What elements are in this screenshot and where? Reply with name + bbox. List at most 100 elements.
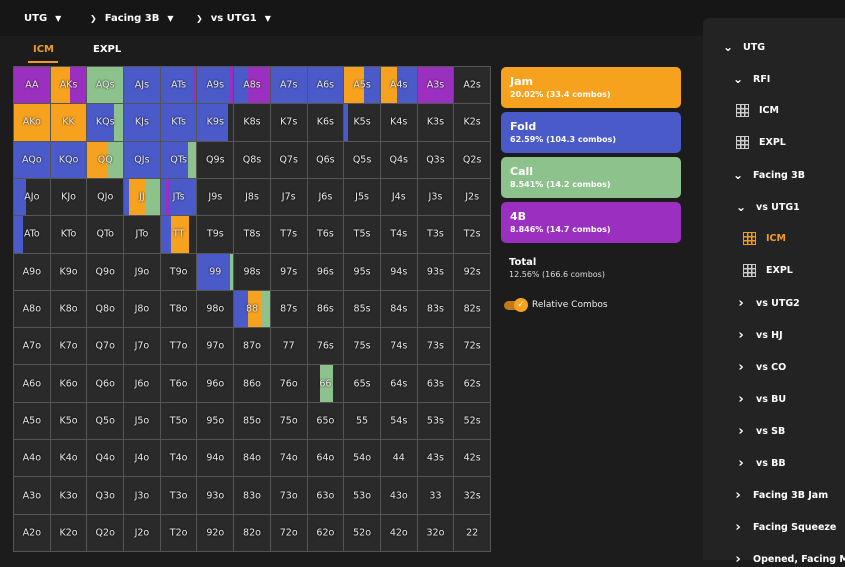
hand-cell-52s[interactable]: 52s [454, 402, 490, 440]
hand-cell-q7s[interactable]: Q7s [270, 141, 307, 178]
hand-cell-t6o[interactable]: T6o [160, 365, 197, 402]
hand-cell-aqo[interactable]: AQo [14, 141, 50, 178]
hand-cell-j7o[interactable]: J7o [124, 328, 160, 365]
hand-cell-k7s[interactable]: K7s [270, 104, 307, 141]
hand-cell-t3o[interactable]: T3o [160, 477, 197, 514]
hand-cell-k4o[interactable]: K4o [50, 440, 87, 477]
hand-cell-95s[interactable]: 95s [344, 253, 380, 290]
breadcrumb-scenario[interactable]: ❯ Facing 3B ▼ [90, 9, 174, 27]
hand-cell-t8o[interactable]: T8o [160, 290, 197, 328]
hand-cell-97s[interactable]: 97s [270, 253, 307, 290]
hand-cell-k7o[interactable]: K7o [50, 328, 87, 365]
hand-cell-k2s[interactable]: K2s [454, 104, 490, 141]
hand-cell-95o[interactable]: 95o [197, 402, 234, 440]
hand-cell-82o[interactable]: 82o [234, 514, 270, 551]
hand-cell-75s[interactable]: 75s [344, 328, 380, 365]
tree-item-vs-bu[interactable]: › vs BU [736, 392, 786, 407]
tree-item-facing-3b-jam[interactable]: › Facing 3B Jam [733, 488, 828, 503]
hand-cell-j9o[interactable]: J9o [124, 253, 160, 290]
hand-cell-j6s[interactable]: J6s [307, 178, 344, 216]
hand-cell-j7s[interactable]: J7s [270, 178, 307, 216]
hand-cell-a9s[interactable]: A9s [197, 67, 234, 104]
hand-cell-j4o[interactable]: J4o [124, 440, 160, 477]
hand-cell-54o[interactable]: 54o [344, 440, 380, 477]
hand-cell-98s[interactable]: 98s [234, 253, 270, 290]
hand-cell-a6o[interactable]: A6o [14, 365, 50, 402]
hand-cell-t5s[interactable]: T5s [344, 216, 380, 253]
hand-cell-73o[interactable]: 73o [270, 477, 307, 514]
hand-cell-k9o[interactable]: K9o [50, 253, 87, 290]
hand-cell-j2s[interactable]: J2s [454, 178, 490, 216]
hand-cell-k4s[interactable]: K4s [380, 104, 417, 141]
tree-item-utg[interactable]: ⌄ UTG [723, 40, 765, 54]
hand-cell-63s[interactable]: 63s [417, 365, 454, 402]
hand-cell-85s[interactable]: 85s [344, 290, 380, 328]
hand-cell-jto[interactable]: JTo [124, 216, 160, 253]
hand-cell-j6o[interactable]: J6o [124, 365, 160, 402]
hand-cell-j4s[interactable]: J4s [380, 178, 417, 216]
hand-cell-kqo[interactable]: KQo [50, 141, 87, 178]
hand-cell-j3o[interactable]: J3o [124, 477, 160, 514]
hand-cell-a5s[interactable]: A5s [344, 67, 380, 104]
hand-cell-k2o[interactable]: K2o [50, 514, 87, 551]
hand-cell-q9o[interactable]: Q9o [87, 253, 124, 290]
hand-cell-jts[interactable]: JTs [160, 178, 197, 216]
hand-cell-q2s[interactable]: Q2s [454, 141, 490, 178]
hand-cell-kqs[interactable]: KQs [87, 104, 124, 141]
hand-cell-t5o[interactable]: T5o [160, 402, 197, 440]
hand-cell-a2s[interactable]: A2s [454, 67, 490, 104]
hand-cell-q5s[interactable]: Q5s [344, 141, 380, 178]
hand-cell-84o[interactable]: 84o [234, 440, 270, 477]
tree-item-expl[interactable]: EXPL [736, 136, 786, 149]
hand-cell-q8s[interactable]: Q8s [234, 141, 270, 178]
hand-cell-62o[interactable]: 62o [307, 514, 344, 551]
hand-cell-q3s[interactable]: Q3s [417, 141, 454, 178]
hand-cell-83s[interactable]: 83s [417, 290, 454, 328]
hand-cell-q8o[interactable]: Q8o [87, 290, 124, 328]
hand-cell-55[interactable]: 55 [344, 402, 380, 440]
hand-cell-44[interactable]: 44 [380, 440, 417, 477]
hand-cell-k8o[interactable]: K8o [50, 290, 87, 328]
hand-cell-32s[interactable]: 32s [454, 477, 490, 514]
hand-cell-j8o[interactable]: J8o [124, 290, 160, 328]
tree-item-vs-utg2[interactable]: › vs UTG2 [736, 296, 799, 311]
hand-cell-a8o[interactable]: A8o [14, 290, 50, 328]
hand-cell-a6s[interactable]: A6s [307, 67, 344, 104]
hand-cell-63o[interactable]: 63o [307, 477, 344, 514]
tree-item-icm[interactable]: ICM [743, 232, 786, 245]
hand-cell-kts[interactable]: KTs [160, 104, 197, 141]
hand-cell-a3s[interactable]: A3s [417, 67, 454, 104]
hand-cell-kjs[interactable]: KJs [124, 104, 160, 141]
hand-cell-87o[interactable]: 87o [234, 328, 270, 365]
hand-cell-83o[interactable]: 83o [234, 477, 270, 514]
tree-item-vs-utg1[interactable]: ⌄ vs UTG1 [736, 200, 800, 214]
hand-cell-22[interactable]: 22 [454, 514, 490, 551]
hand-cell-74s[interactable]: 74s [380, 328, 417, 365]
hand-cell-t3s[interactable]: T3s [417, 216, 454, 253]
hand-cell-65s[interactable]: 65s [344, 365, 380, 402]
hand-cell-qjs[interactable]: QJs [124, 141, 160, 178]
hand-cell-99[interactable]: 99 [197, 253, 234, 290]
tree-item-icm[interactable]: ICM [736, 104, 779, 117]
hand-cell-k3o[interactable]: K3o [50, 477, 87, 514]
hand-cell-ajs[interactable]: AJs [124, 67, 160, 104]
hand-cell-t7s[interactable]: T7s [270, 216, 307, 253]
hand-cell-76s[interactable]: 76s [307, 328, 344, 365]
hand-cell-tt[interactable]: TT [160, 216, 197, 253]
hand-cell-a3o[interactable]: A3o [14, 477, 50, 514]
hand-cell-43o[interactable]: 43o [380, 477, 417, 514]
hand-cell-t4o[interactable]: T4o [160, 440, 197, 477]
hand-cell-kk[interactable]: KK [50, 104, 87, 141]
hand-cell-t7o[interactable]: T7o [160, 328, 197, 365]
hand-cell-q4o[interactable]: Q4o [87, 440, 124, 477]
hand-cell-97o[interactable]: 97o [197, 328, 234, 365]
hand-cell-q7o[interactable]: Q7o [87, 328, 124, 365]
hand-cell-q6s[interactable]: Q6s [307, 141, 344, 178]
hand-cell-a7o[interactable]: A7o [14, 328, 50, 365]
relative-combos-toggle[interactable]: ✓ [504, 298, 528, 312]
hand-cell-84s[interactable]: 84s [380, 290, 417, 328]
hand-cell-72s[interactable]: 72s [454, 328, 490, 365]
hand-cell-88[interactable]: 88 [234, 290, 270, 328]
hand-cell-73s[interactable]: 73s [417, 328, 454, 365]
tab-expl[interactable]: EXPL [93, 44, 122, 55]
